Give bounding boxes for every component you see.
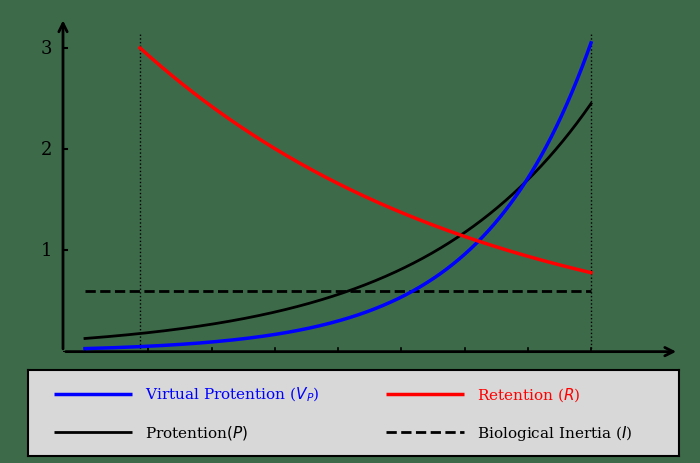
Text: $t_1$: $t_1$ [583, 374, 599, 394]
Text: $(t)$: $(t)$ [355, 377, 377, 397]
Text: 1: 1 [41, 242, 52, 260]
Text: 3: 3 [41, 40, 52, 58]
Text: Virtual Protention ($V_P$): Virtual Protention ($V_P$) [145, 385, 320, 404]
Text: Biological Inertia ($I$): Biological Inertia ($I$) [477, 423, 633, 442]
Text: Protention$(P)$: Protention$(P)$ [145, 423, 248, 441]
Text: 2: 2 [41, 141, 52, 159]
Text: $t_0$: $t_0$ [132, 374, 148, 394]
Text: Retention ($R$): Retention ($R$) [477, 386, 581, 403]
